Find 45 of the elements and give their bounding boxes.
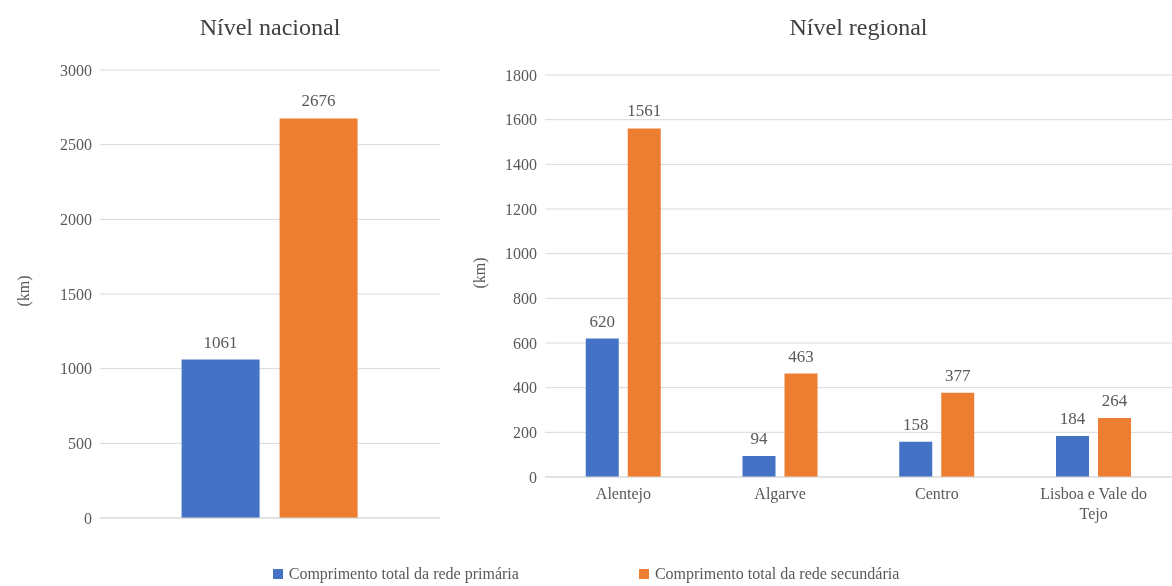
y-tick-label: 2000 [60,211,92,229]
y-tick-label: 1400 [505,156,537,174]
data-label: 620 [589,311,616,331]
bar [1056,435,1090,477]
y-tick-label: 2500 [60,136,92,154]
data-label: 94 [750,429,769,449]
bar [1098,418,1132,477]
y-tick-label: 600 [513,334,537,352]
y-tick-label: 1800 [505,66,537,84]
y-tick-label: 1000 [505,245,537,263]
y-tick-label: 0 [529,468,537,486]
bar [784,373,818,477]
data-label: 2676 [301,91,336,111]
data-label: 463 [788,346,814,366]
y-tick-label: 1000 [60,360,92,378]
bar [742,456,776,477]
bar [627,128,661,477]
y-tick-label: 1200 [505,200,537,218]
bar [585,338,619,477]
data-label: 1561 [627,101,662,121]
x-tick-label: Centro [915,485,959,502]
legend-label: Comprimento total da rede primária [288,565,519,583]
legend-label: Comprimento total da rede secundária [654,565,900,583]
x-tick-label: Lisboa e Vale do Tejo [1040,485,1148,523]
y-axis-title: (km) [471,256,489,291]
x-tick-label: Algarve [754,485,806,503]
data-label: 184 [1059,408,1086,428]
y-tick-label: 400 [513,379,537,397]
y-tick-label: 1500 [60,285,92,303]
chart-title: Nível nacional [198,14,342,41]
data-label: 377 [945,365,972,385]
y-tick-label: 3000 [60,61,92,79]
data-label: 158 [903,414,929,434]
data-label: 1061 [203,332,238,352]
x-tick-label: Alentejo [595,485,651,503]
y-tick-label: 500 [68,435,92,453]
chart-title: Nível regional [788,14,929,41]
y-tick-label: 200 [513,424,537,442]
y-tick-label: 0 [84,509,92,527]
y-axis-title: (km) [15,274,33,309]
bar [899,441,933,477]
data-label: 264 [1101,391,1128,411]
bar [941,392,975,477]
y-tick-label: 1600 [505,111,537,129]
y-tick-label: 800 [513,290,537,308]
